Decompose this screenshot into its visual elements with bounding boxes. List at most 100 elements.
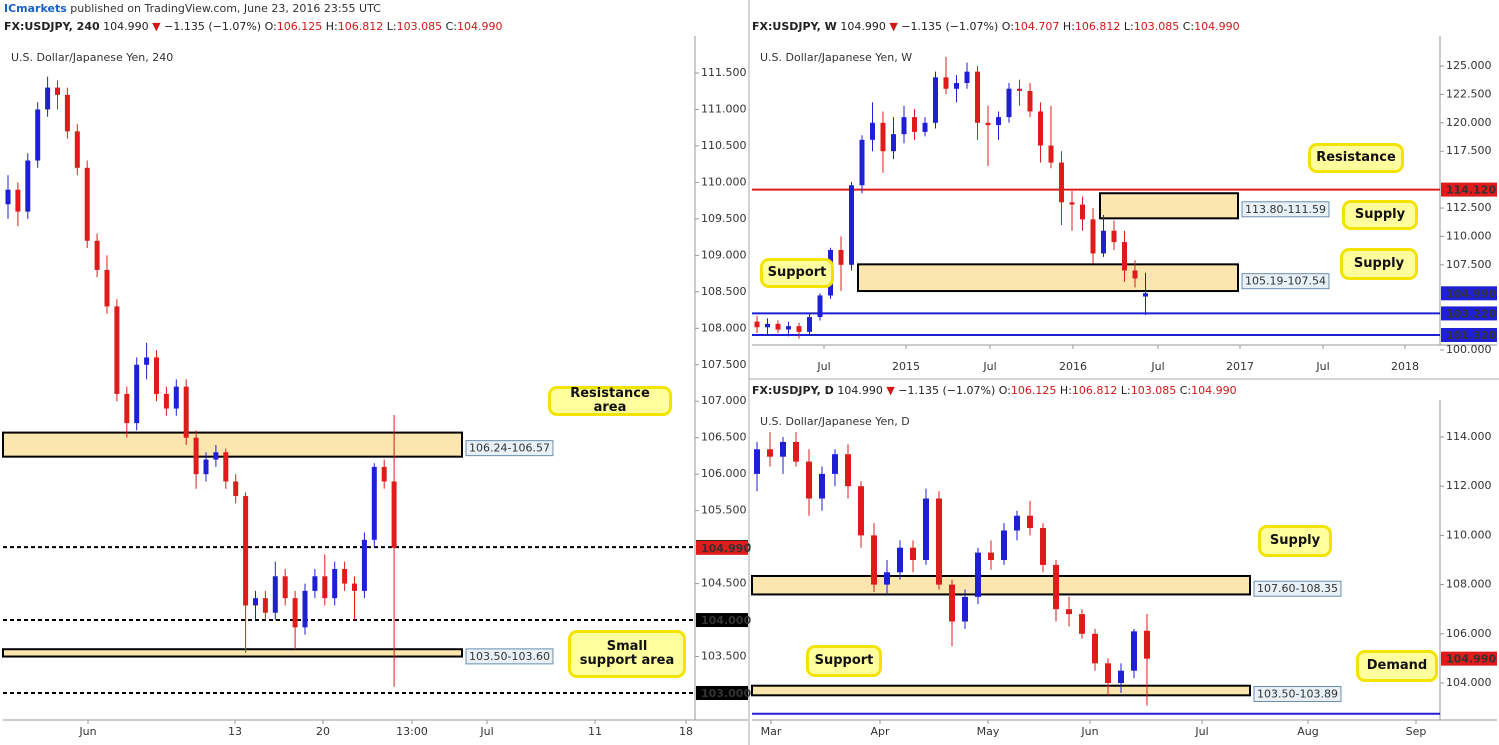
price-tag-label: 103.220	[1446, 307, 1496, 320]
zone-label-box	[465, 440, 554, 457]
change: −1.135 (−1.07%)	[901, 20, 998, 33]
callout: Support	[760, 258, 834, 288]
candle-body	[901, 117, 907, 135]
candle-body	[35, 109, 41, 161]
candle-body	[1053, 564, 1059, 610]
zone-label-box	[1253, 686, 1342, 703]
candle-body	[1006, 88, 1012, 118]
ohlc-key: L:	[387, 20, 397, 33]
ohlc-key: O:	[1002, 20, 1014, 33]
ohlc-value: 104.990	[1191, 384, 1237, 397]
zone-label-box	[1241, 273, 1330, 290]
y-tick-label: 112.500	[1446, 201, 1492, 214]
candle-body	[1080, 204, 1085, 220]
candle-body	[975, 552, 981, 597]
price-tag	[696, 685, 748, 700]
y-tick-label: 108.000	[701, 321, 747, 334]
price-tag-label: 114.120	[1446, 184, 1496, 197]
y-tick-label: 110.500	[701, 139, 747, 152]
zone-label-box	[1253, 580, 1342, 597]
candle-body	[253, 598, 258, 606]
candle-body	[754, 449, 760, 474]
x-tick-label: Jun	[1080, 725, 1098, 738]
callout: Support	[806, 645, 882, 677]
candle-body	[1118, 670, 1124, 683]
zone	[857, 263, 1239, 293]
candle-body	[1105, 663, 1111, 683]
candle-body	[1066, 609, 1072, 615]
price-tag-label: 104.990	[1446, 653, 1496, 666]
candle-body	[870, 122, 875, 140]
x-tick-label: Jul	[479, 725, 493, 738]
ohlc-key: C:	[1183, 20, 1194, 33]
candle-body	[322, 576, 328, 599]
candle-body	[859, 139, 865, 186]
x-tick-label: Apr	[870, 725, 890, 738]
candle-body	[884, 572, 890, 585]
candle-body	[134, 364, 140, 424]
candle-body	[173, 386, 179, 409]
ohlc-key: H:	[1063, 20, 1075, 33]
x-tick-label: Sep	[1406, 725, 1427, 738]
candle-body	[233, 481, 239, 497]
ohlc-value: 104.990	[457, 20, 503, 33]
candle-body	[1001, 530, 1007, 560]
y-tick-label: 110.000	[1446, 528, 1492, 541]
price-tag-label: 104.990	[1446, 287, 1496, 300]
y-tick-label: 107.500	[701, 358, 747, 371]
price-tag	[696, 613, 748, 628]
zone	[751, 574, 1251, 596]
last-price: 104.990	[837, 384, 883, 397]
candle-body	[94, 240, 100, 270]
change: −1.135 (−1.07%)	[898, 384, 995, 397]
candle-body	[84, 167, 90, 241]
symbol: FX:USDJPY, W	[752, 20, 837, 33]
candle-body	[262, 598, 268, 613]
y-tick-label: 125.000	[1446, 59, 1492, 72]
candle-body	[891, 134, 896, 152]
y-tick-label: 111.000	[701, 102, 747, 115]
ohlc-key: H:	[1060, 384, 1072, 397]
y-tick-label: 109.000	[701, 248, 747, 261]
candle-body	[203, 459, 209, 475]
y-tick-label: 107.500	[1446, 258, 1492, 271]
candle-body	[817, 295, 823, 318]
zone	[1099, 192, 1239, 220]
candle-body	[996, 117, 1001, 126]
zone-label: 105.19-107.54	[1245, 275, 1326, 288]
candle-body	[55, 87, 60, 95]
candle-body	[352, 583, 357, 591]
symbol-header: FX:USDJPY, D 104.990 ▼ −1.135 (−1.07%) O…	[752, 384, 1237, 397]
y-tick-label: 108.000	[1446, 578, 1492, 591]
candle-body	[897, 547, 903, 573]
candle-body	[391, 481, 397, 548]
ohlc-value: 106.125	[1011, 384, 1057, 397]
last-price: 104.990	[840, 20, 886, 33]
last-price: 104.990	[103, 20, 149, 33]
candle-body	[786, 326, 791, 330]
price-tag	[1441, 328, 1497, 343]
zone-label: 106.24-106.57	[469, 442, 550, 455]
candle-body	[936, 498, 942, 585]
candle-body	[282, 576, 288, 599]
y-tick-label: 109.500	[701, 212, 747, 225]
candle-body	[183, 386, 189, 438]
y-tick-label: 103.500	[701, 650, 747, 663]
candle-body	[302, 590, 308, 628]
ohlc-value: 103.085	[397, 20, 443, 33]
candle-body	[1132, 270, 1138, 279]
candle-body	[342, 568, 348, 584]
y-tick-label: 106.000	[701, 467, 747, 480]
price-tag	[1441, 182, 1497, 197]
candle-body	[754, 321, 760, 328]
candle-body	[806, 461, 812, 499]
candle-body	[243, 496, 249, 606]
candle-body	[1027, 90, 1033, 112]
ohlc-value: 103.085	[1134, 20, 1180, 33]
price-tag-label: 104.000	[701, 614, 751, 627]
callout: Supply	[1258, 525, 1332, 557]
price-tag-label: 104.990	[701, 542, 751, 555]
zone-label-box	[1241, 201, 1330, 218]
ohlc-key: C:	[1180, 384, 1191, 397]
